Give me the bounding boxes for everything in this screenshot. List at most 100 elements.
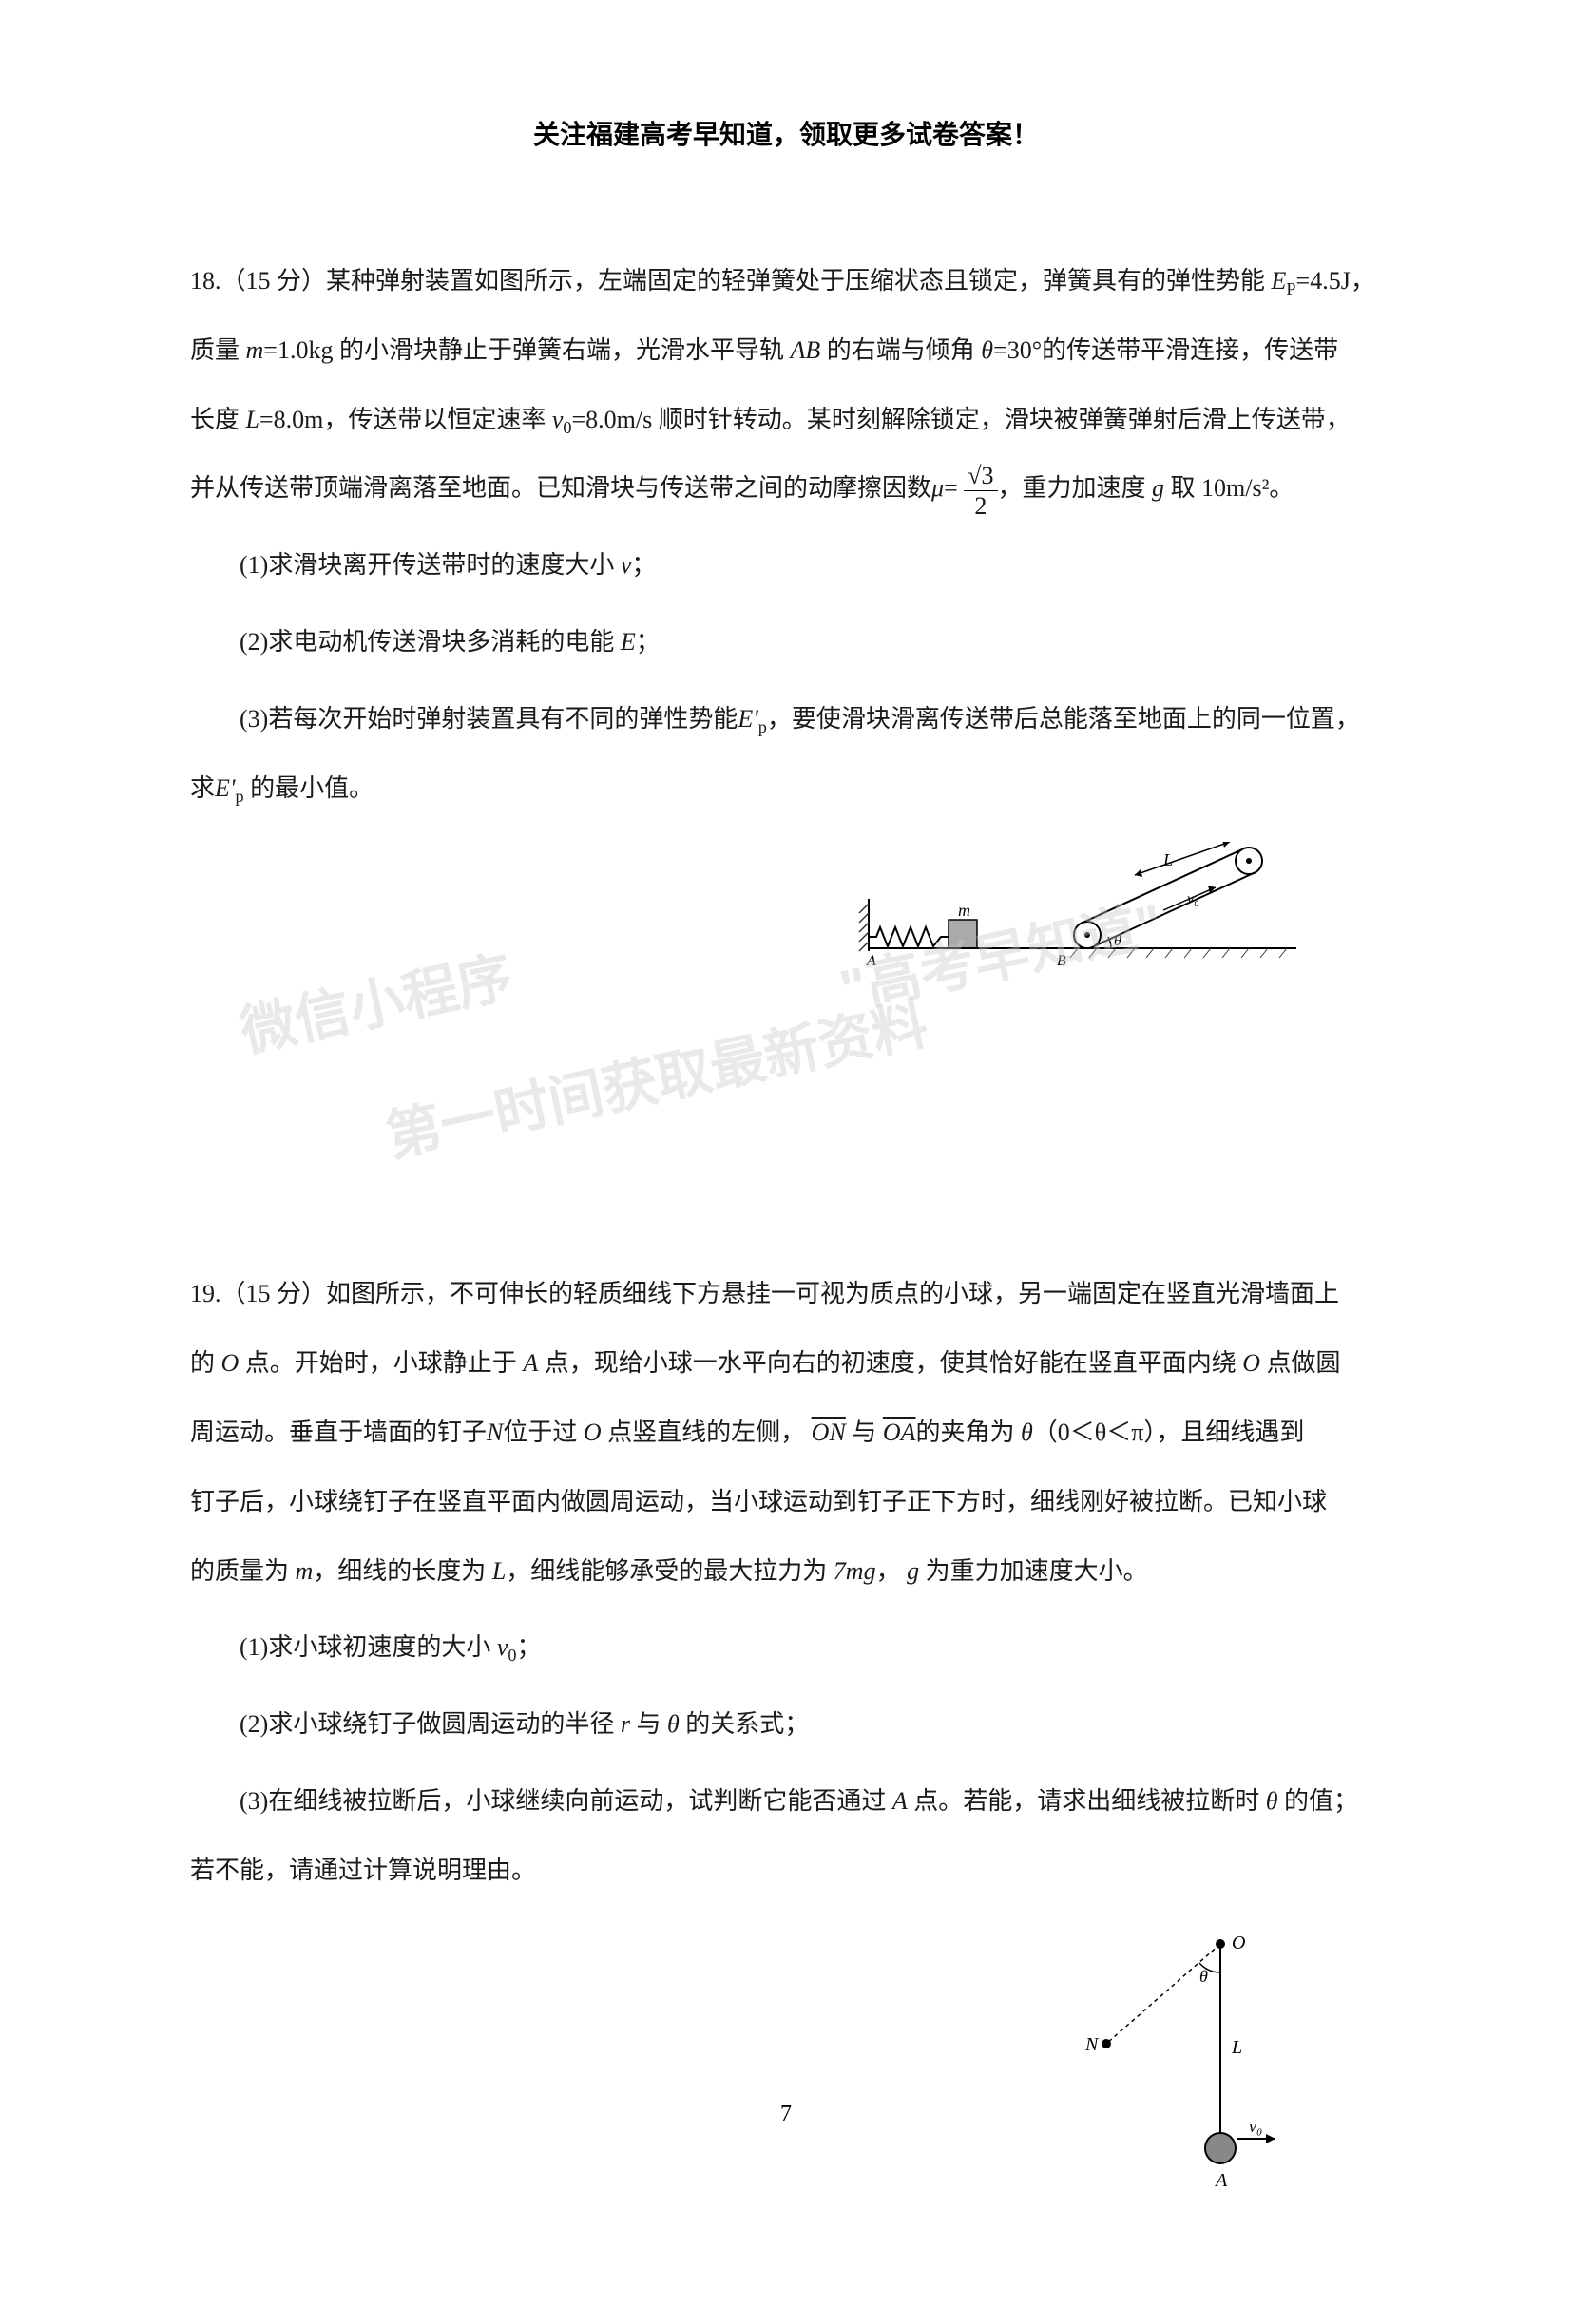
label-a: A — [866, 953, 876, 969]
e-symbol: E — [621, 628, 636, 656]
theta-value: =30°的传送带平滑连接，传送带 — [993, 336, 1338, 364]
a-symbol: A — [892, 1787, 908, 1815]
m-symbol: m — [296, 1557, 314, 1585]
text-segment: 质量 — [190, 336, 240, 364]
label-l: L — [1231, 2037, 1242, 2058]
length-symbol: L — [246, 406, 259, 433]
text-segment: ， — [876, 1557, 901, 1585]
punctuation: ； — [631, 551, 656, 579]
sub-question-text: (1)求小球初速度的大小 — [240, 1633, 490, 1661]
diagram-18-container: m A B — [190, 842, 1382, 994]
block-label-m: m — [958, 901, 970, 920]
problem-18-sub-3-line-2: 求E'p 的最小值。 — [190, 754, 1382, 824]
theta-symbol: θ — [1021, 1419, 1033, 1446]
problem-number: 18. — [190, 267, 221, 295]
text-segment: 点做圆 — [1260, 1349, 1341, 1377]
sub-question-text: (2)求电动机传送滑块多消耗的电能 — [240, 628, 614, 656]
text-segment: 某种弹射装置如图所示，左端固定的轻弹簧处于压缩状态且锁定，弹簧具有的弹性势能 — [326, 267, 1265, 295]
v0-value: =8.0m/s 顺时针转动。某时刻解除锁定，滑块被弹簧弹射后滑上传送带， — [572, 406, 1351, 433]
text-segment: 的最小值。 — [244, 774, 374, 802]
v0-subscript: 0 — [563, 418, 571, 437]
theta-symbol: θ — [1266, 1787, 1278, 1815]
ground-hatch — [1068, 948, 1296, 958]
text-segment: 的 — [190, 1349, 215, 1377]
sub-question-text: (2)求小球绕钉子做圆周运动的半径 — [240, 1710, 614, 1738]
ep-subscript: P — [1286, 279, 1295, 298]
text-segment: 位于过 — [503, 1419, 577, 1446]
text-segment: 长度 — [190, 406, 240, 433]
g-symbol: g — [907, 1557, 919, 1585]
text-segment: 与 — [846, 1419, 877, 1446]
ep-prime-symbol: E' — [738, 705, 757, 733]
a-symbol: A — [523, 1349, 538, 1377]
text-segment: 周运动。垂直于墙面的钉子 — [190, 1419, 487, 1446]
problem-19-line-5: 的质量为 m，细线的长度为 L，细线能够承受的最大拉力为 7mg， g 为重力加… — [190, 1537, 1382, 1607]
v0-arrow-head — [1266, 2134, 1275, 2143]
text-segment: ，细线的长度为 — [313, 1557, 486, 1585]
point-n — [1102, 2039, 1111, 2048]
r-symbol: r — [621, 1710, 630, 1738]
text-segment: 与 — [630, 1710, 661, 1738]
text-segment: 的关系式； — [680, 1710, 810, 1738]
block — [949, 920, 977, 948]
frac-denominator: 2 — [964, 491, 997, 521]
problem-18: 18.（15 分）某种弹射装置如图所示，左端固定的轻弹簧处于压缩状态且锁定，弹簧… — [190, 247, 1382, 994]
diagram-19: O N θ L A — [1059, 1925, 1287, 2191]
text-segment: 若不能，请通过计算说明理由。 — [190, 1857, 536, 1884]
punctuation: ； — [516, 1633, 541, 1661]
text-segment: 点竖直线的左侧， — [602, 1419, 806, 1446]
problem-18-sub-1: (1)求滑块离开传送带时的速度大小 v； — [190, 531, 1382, 600]
theta-range: （0＜θ＜π） — [1033, 1419, 1157, 1446]
v0-symbol: v — [497, 1633, 508, 1661]
label-b: B — [1057, 953, 1066, 969]
text-segment: 点，现给小球一水平向右的初速度，使其恰好能在竖直平面内绕 — [538, 1349, 1237, 1377]
problem-19: 19.（15 分）如图所示，不可伸长的轻质细线下方悬挂一可视为质点的小球，另一端… — [190, 1260, 1382, 2190]
text-segment: 钉子后，小球绕钉子在竖直平面内做圆周运动，当小球运动到钉子正下方时，细线刚好被拉… — [190, 1488, 1327, 1515]
theta-symbol: θ — [667, 1710, 680, 1738]
text-segment: 的值； — [1278, 1787, 1359, 1815]
on-vector: ON — [812, 1419, 846, 1446]
problem-18-line-4: 并从传送带顶端滑离落至地面。已知滑块与传送带之间的动摩擦因数μ= √3 2 ，重… — [190, 454, 1382, 524]
text-segment: ，且细线遇到 — [1156, 1419, 1304, 1446]
wall-hatch — [859, 904, 869, 951]
mass-value: =1.0kg 的小滑块静止于弹簧右端，光滑水平导轨 — [263, 336, 784, 364]
text-segment: 的右端与倾角 — [820, 336, 975, 364]
label-a: A — [1214, 2170, 1228, 2191]
seven-mg: 7mg — [834, 1557, 876, 1585]
text-segment: 的夹角为 — [915, 1419, 1014, 1446]
belt-upper — [1081, 849, 1242, 924]
problem-19-sub-1: (1)求小球初速度的大小 v0； — [190, 1613, 1382, 1683]
label-theta: θ — [1114, 933, 1121, 949]
problem-19-line-3: 周运动。垂直于墙面的钉子N位于过 O 点竖直线的左侧， ON 与 OA的夹角为 … — [190, 1399, 1382, 1468]
diagram-18: m A B — [850, 842, 1306, 994]
problem-18-sub-2: (2)求电动机传送滑块多消耗的电能 E； — [190, 608, 1382, 677]
problem-19-sub-3-line-2: 若不能，请通过计算说明理由。 — [190, 1837, 1382, 1906]
problem-19-sub-3-line-1: (3)在细线被拉断后，小球继续向前运动，试判断它能否通过 A 点。若能，请求出细… — [190, 1767, 1382, 1837]
n-symbol: N — [487, 1419, 503, 1446]
bottom-pulley-center — [1084, 932, 1090, 938]
equals: = — [944, 474, 958, 502]
v0-symbol: v — [552, 406, 564, 433]
problem-18-line-1: 18.（15 分）某种弹射装置如图所示，左端固定的轻弹簧处于压缩状态且锁定，弹簧… — [190, 247, 1382, 316]
l-arrow-line — [1135, 842, 1230, 875]
text-segment: 的质量为 — [190, 1557, 289, 1585]
page-header-title: 关注福建高考早知道，领取更多试卷答案！ — [190, 114, 1382, 152]
v-symbol: v — [621, 551, 632, 579]
page-number: 7 — [780, 2102, 792, 2127]
diagram-19-svg: O N θ L A — [1059, 1925, 1287, 2191]
fraction: √3 2 — [964, 461, 997, 521]
problem-19-sub-2: (2)求小球绕钉子做圆周运动的半径 r 与 θ 的关系式； — [190, 1690, 1382, 1760]
o-symbol: O — [584, 1419, 602, 1446]
oa-vector: OA — [883, 1419, 916, 1446]
punctuation: ； — [636, 628, 661, 656]
ep-symbol: E — [1272, 267, 1287, 295]
length-value: =8.0m，传送带以恒定速率 — [259, 406, 546, 433]
ep-prime-subscript: p — [758, 717, 767, 736]
ep-prime-subscript: p — [235, 787, 243, 806]
sub-question-text: (3)若每次开始时弹射装置具有不同的弹性势能 — [240, 705, 738, 733]
o-symbol: O — [1242, 1349, 1260, 1377]
watermark-text-3: 第一时间获取最新资料 — [378, 980, 934, 1172]
line-on — [1106, 1944, 1220, 2044]
label-n: N — [1084, 2034, 1100, 2055]
top-pulley-center — [1246, 858, 1252, 864]
